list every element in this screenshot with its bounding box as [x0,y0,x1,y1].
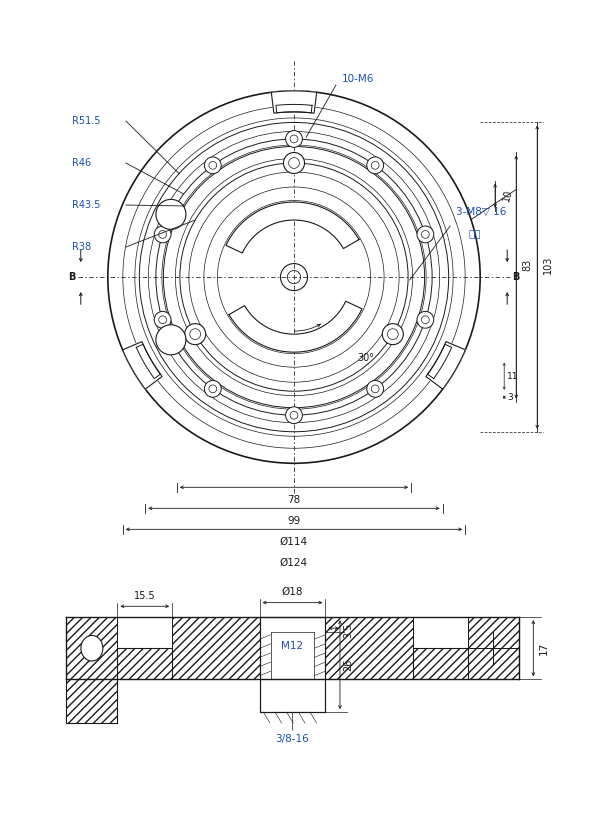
Text: M12: M12 [281,642,304,652]
Text: 17: 17 [539,642,549,655]
Polygon shape [325,617,413,679]
Text: 30°: 30° [357,354,374,363]
Circle shape [184,324,206,344]
Bar [260,617,325,679]
Circle shape [417,311,434,328]
Circle shape [204,157,221,173]
Polygon shape [427,344,452,378]
Polygon shape [226,202,359,253]
Circle shape [156,325,186,355]
Text: 10-M6: 10-M6 [342,74,374,84]
Polygon shape [426,342,466,389]
Text: Ø114: Ø114 [280,537,308,547]
Text: 78: 78 [287,495,301,505]
Circle shape [285,407,303,424]
Circle shape [367,157,384,173]
Text: 11: 11 [507,372,519,381]
Text: R43.5: R43.5 [72,200,100,210]
Text: 26: 26 [344,658,353,671]
Text: 83: 83 [522,259,532,271]
Polygon shape [271,91,316,113]
Text: 10: 10 [501,188,514,202]
Text: Ø18: Ø18 [282,587,303,597]
Text: 3: 3 [507,392,513,401]
Text: 99: 99 [287,515,301,526]
Text: R51.5: R51.5 [72,116,100,126]
Text: Ø124: Ø124 [280,558,308,567]
Polygon shape [229,301,362,352]
Polygon shape [136,344,161,378]
Text: B: B [68,272,75,282]
Text: 均布: 均布 [468,228,481,238]
Polygon shape [467,617,519,679]
Polygon shape [118,648,172,679]
Circle shape [154,226,171,243]
Text: 3.5: 3.5 [344,622,353,638]
Text: R46: R46 [72,158,91,168]
Circle shape [382,324,404,344]
Polygon shape [172,617,260,679]
Ellipse shape [81,635,103,661]
Text: 3/8-16: 3/8-16 [276,734,309,744]
Circle shape [204,381,221,397]
Circle shape [156,199,186,230]
Circle shape [367,381,384,397]
Circle shape [417,226,434,243]
Text: B: B [512,272,520,282]
Circle shape [154,311,171,328]
Text: R38: R38 [72,242,91,252]
Text: 3-M8▽ 16: 3-M8▽ 16 [456,207,506,217]
Circle shape [285,131,303,147]
Text: 15.5: 15.5 [134,591,156,601]
Polygon shape [122,342,162,389]
Polygon shape [276,104,312,113]
Polygon shape [66,617,118,679]
Circle shape [284,153,304,173]
Text: 103: 103 [543,256,553,274]
Bar [260,617,325,712]
Polygon shape [413,648,467,679]
Polygon shape [66,679,118,723]
